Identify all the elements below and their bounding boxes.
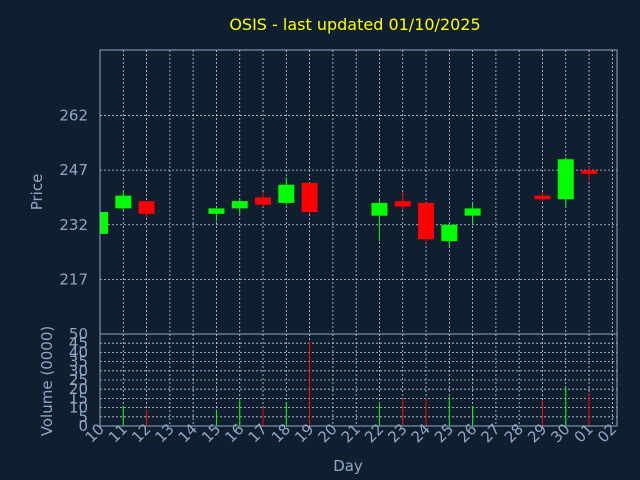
- candle: [231, 199, 248, 214]
- candle: [441, 224, 458, 247]
- candle: [418, 202, 435, 243]
- volume-tick-label: 25: [69, 371, 88, 389]
- candle-body: [464, 208, 481, 216]
- price-tick-label: 262: [59, 107, 88, 125]
- candle: [581, 166, 598, 182]
- volume-tick-label: 15: [69, 389, 88, 407]
- volume-tick-label: 20: [69, 380, 88, 398]
- chart-title: OSIS - last updated 01/10/2025: [229, 15, 480, 34]
- candle-body: [138, 201, 155, 214]
- candle-body: [394, 201, 411, 207]
- candle-body: [441, 224, 458, 242]
- candle-body: [557, 159, 574, 200]
- candle: [464, 202, 481, 225]
- candle: [138, 201, 155, 218]
- candle: [534, 192, 551, 202]
- volume-tick-label: 0: [78, 417, 88, 435]
- candle-body: [581, 170, 598, 174]
- volume-tick-label: 10: [69, 399, 88, 417]
- candle-body: [100, 212, 108, 234]
- x-axis-label: Day: [333, 457, 363, 475]
- volume-panel-frame: [99, 333, 618, 427]
- candle: [557, 157, 574, 207]
- candle: [278, 177, 295, 205]
- volume-tick-label: 5: [78, 408, 88, 426]
- candle: [371, 199, 388, 242]
- volume-axis-label: Volume (0000): [38, 326, 56, 436]
- volume-tick-label: 40: [69, 343, 88, 361]
- candle-body: [208, 208, 225, 214]
- price-tick-label: 247: [59, 161, 88, 179]
- volume-tick-label: 50: [69, 325, 88, 343]
- volume-tick-label: 30: [69, 362, 88, 380]
- candle-body: [231, 201, 248, 209]
- volume-tick-label: 35: [69, 353, 88, 371]
- candle-body: [418, 202, 435, 240]
- candle: [100, 212, 108, 234]
- candle: [394, 192, 411, 211]
- x-tick-labels: 1011121314151617181920212223242526272829…: [82, 420, 621, 446]
- candle: [115, 192, 132, 211]
- price-tick-label: 217: [59, 270, 88, 288]
- candle: [255, 192, 272, 207]
- volume-tick-label: 45: [69, 334, 88, 352]
- candle: [208, 208, 225, 222]
- candle-body: [371, 202, 388, 216]
- candle-body: [115, 195, 132, 209]
- candle-body: [255, 197, 272, 205]
- candle: [301, 182, 318, 214]
- candle-body: [534, 195, 551, 200]
- price-y-tick-labels: 217 232 247 262: [59, 107, 88, 289]
- price-candles: [100, 157, 598, 247]
- price-axis-label: Price: [28, 174, 46, 211]
- candle-body: [278, 184, 295, 203]
- price-panel: 217 232 247 262 Price: [28, 49, 618, 335]
- candle-body: [301, 182, 318, 213]
- price-tick-label: 232: [59, 216, 88, 234]
- volume-bars: [122, 341, 590, 426]
